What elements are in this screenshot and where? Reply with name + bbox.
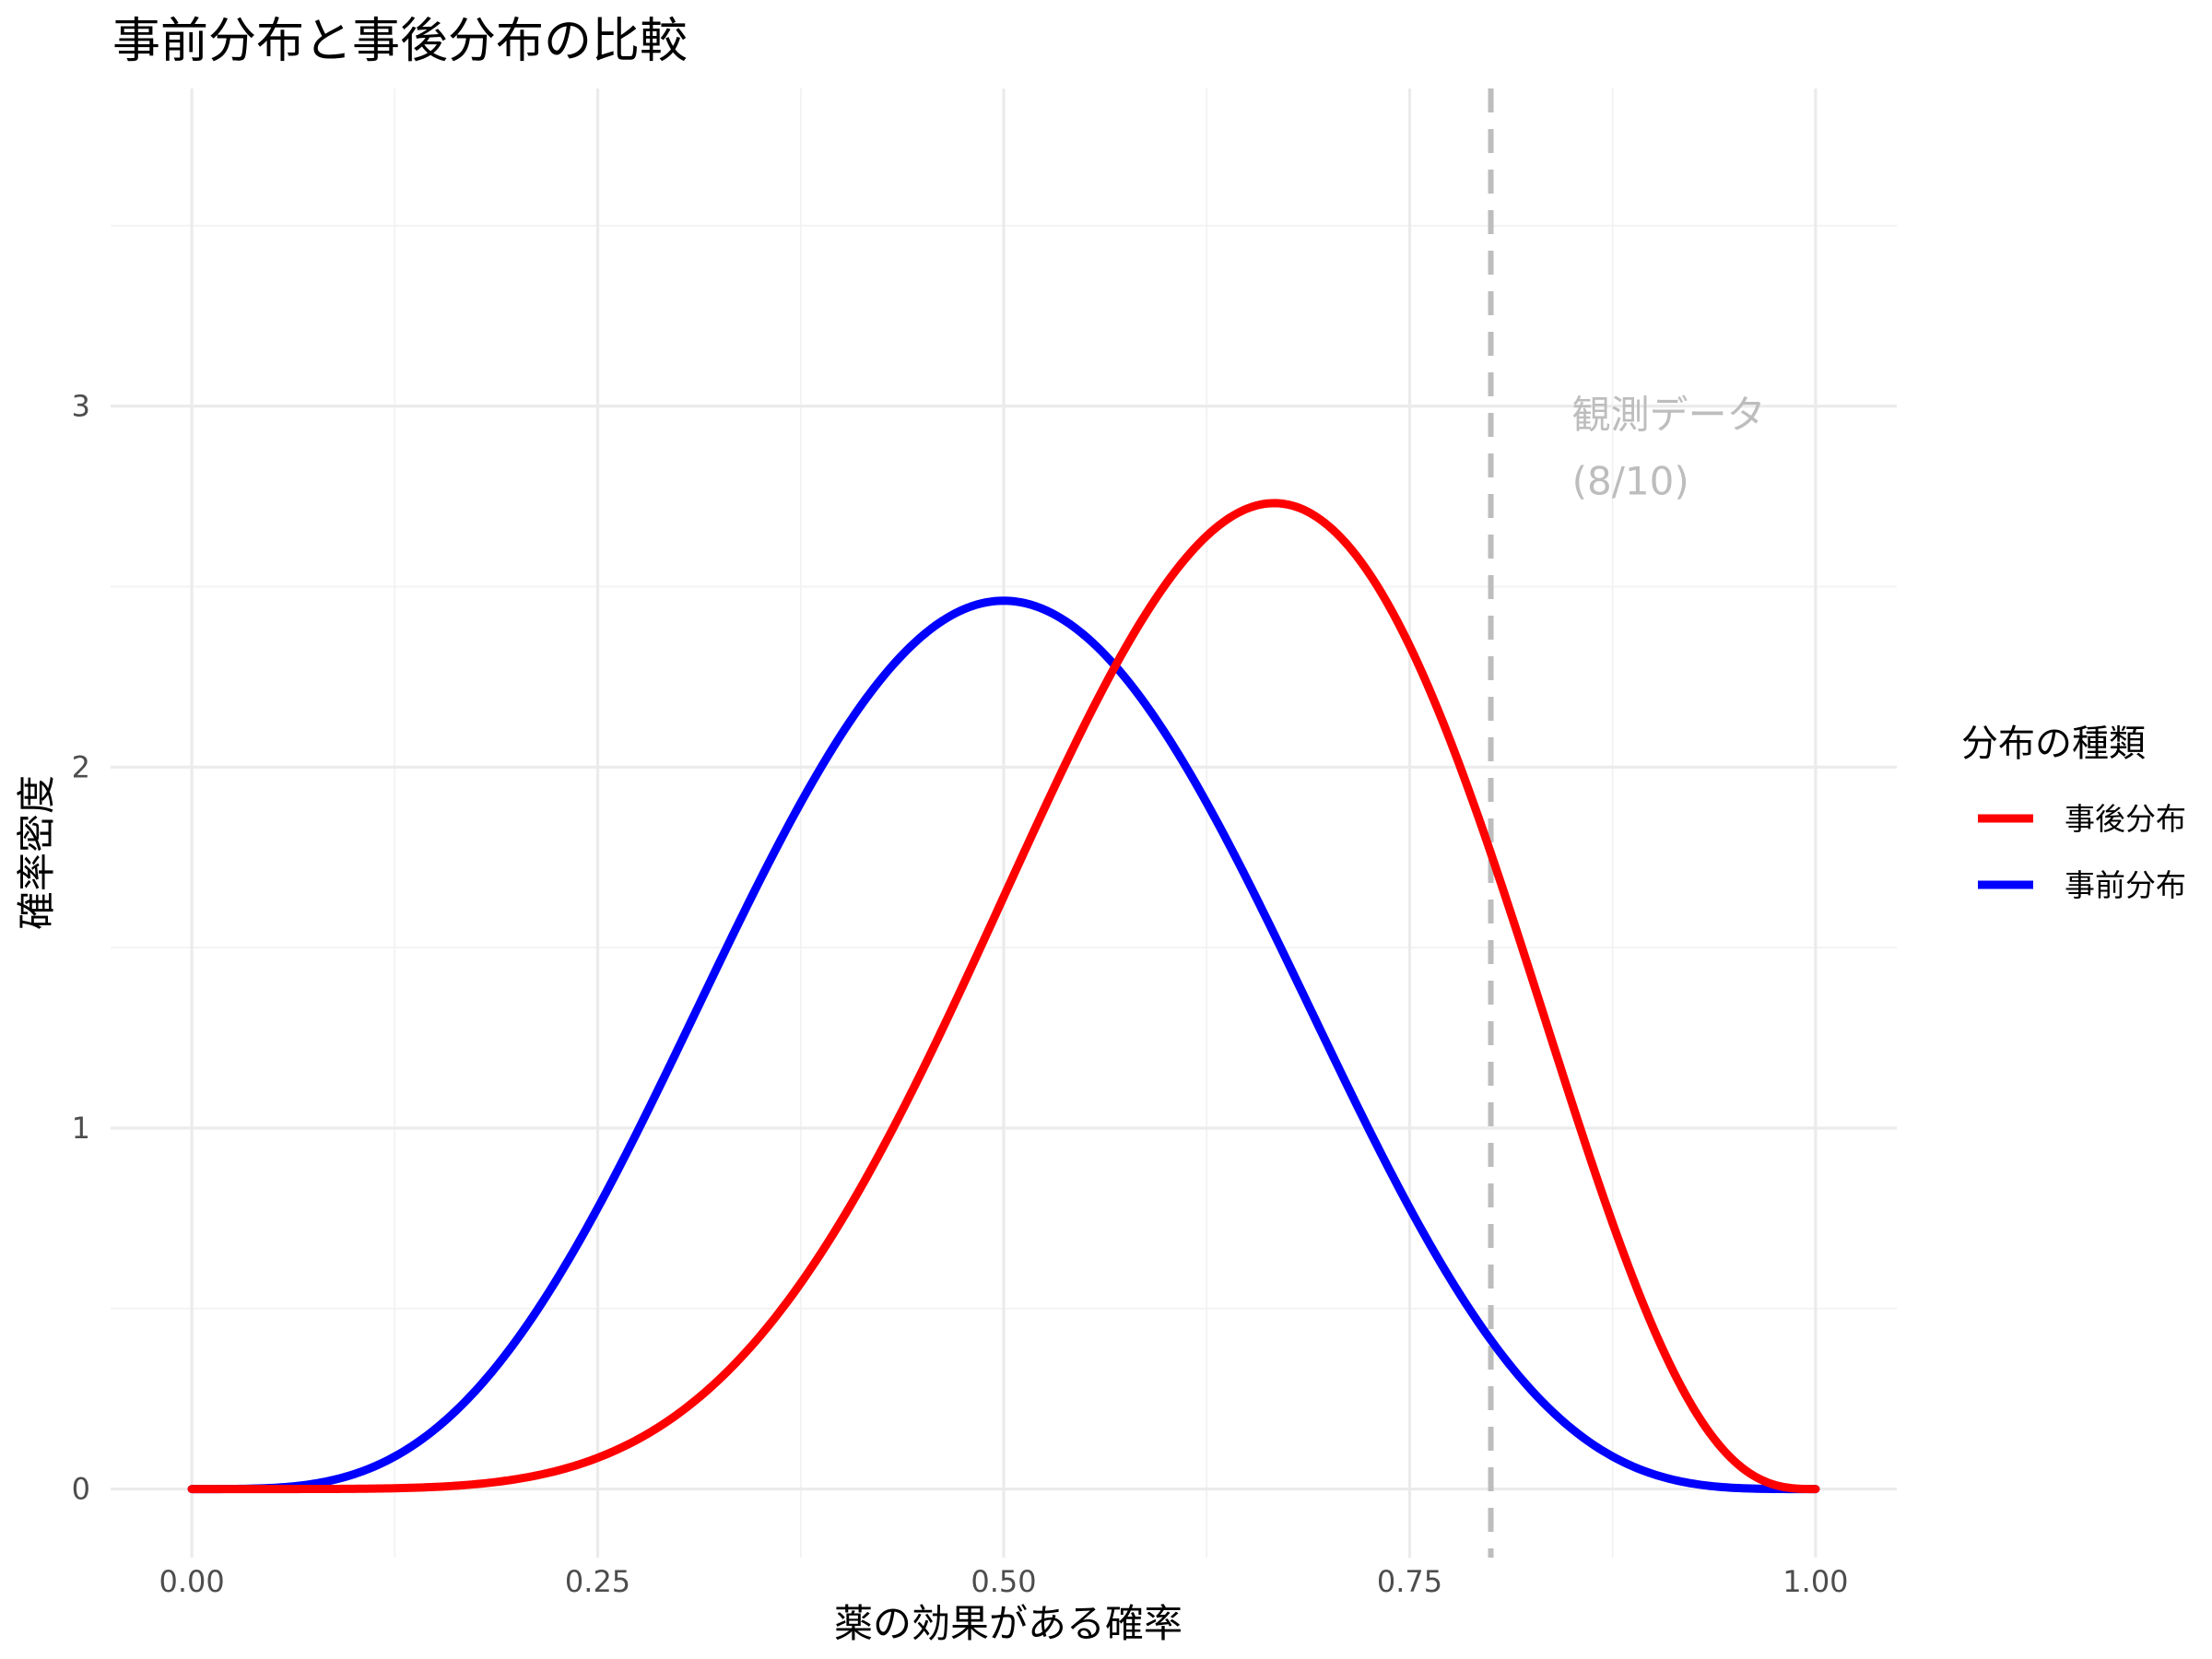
legend-label: 事前分布: [2065, 867, 2186, 903]
x-tick-label: 0.50: [971, 1564, 1036, 1599]
x-tick-label: 0.75: [1377, 1564, 1442, 1599]
x-axis-title: 薬の効果がある確率: [834, 1601, 1182, 1646]
x-tick-label: 0.00: [159, 1564, 224, 1599]
x-tick-label: 1.00: [1783, 1564, 1848, 1599]
series-line: [187, 499, 1820, 1494]
y-tick-label: 1: [72, 1111, 90, 1146]
tick-layer: 0.00 0.25 0.50 0.75 1.00 0 1 2 3: [72, 389, 1849, 1599]
y-tick-label: 0: [72, 1472, 90, 1507]
series-line: [187, 596, 1820, 1494]
y-tick-label: 2: [72, 749, 90, 784]
y-tick-label: 3: [72, 389, 90, 424]
x-tick-label: 0.25: [565, 1564, 630, 1599]
chart-title: 事前分布と事後分布の比較: [112, 14, 688, 69]
legend-label: 事後分布: [2065, 801, 2186, 837]
observed-data-label: (8/10): [1572, 459, 1689, 504]
series-layer: [187, 499, 1820, 1494]
y-axis-title: 確率密度: [14, 775, 59, 930]
legend-title: 分布の種類: [1961, 723, 2146, 765]
observed-data-label: 観測データ: [1572, 393, 1766, 438]
annotation-layer: 観測データ (8/10): [1572, 393, 1766, 504]
grid-layer: [111, 88, 1897, 1558]
